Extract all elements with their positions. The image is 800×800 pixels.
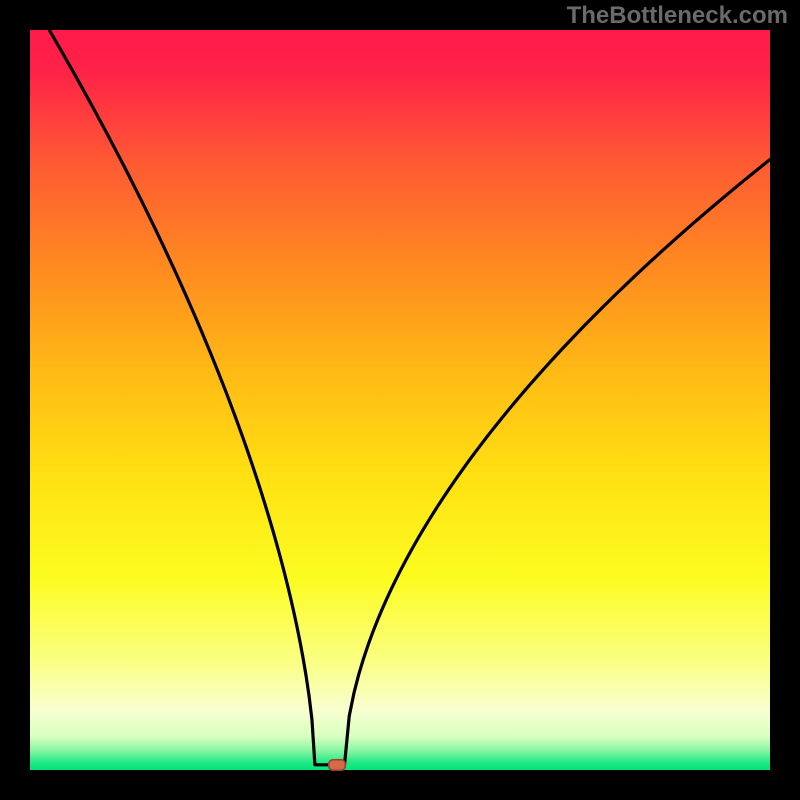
curve-svg: [30, 30, 770, 770]
chart-container: TheBottleneck.com: [0, 0, 800, 800]
minimum-marker: [328, 759, 346, 771]
plot-area: [30, 30, 770, 770]
bottleneck-curve: [49, 30, 770, 765]
watermark-text: TheBottleneck.com: [567, 2, 788, 30]
